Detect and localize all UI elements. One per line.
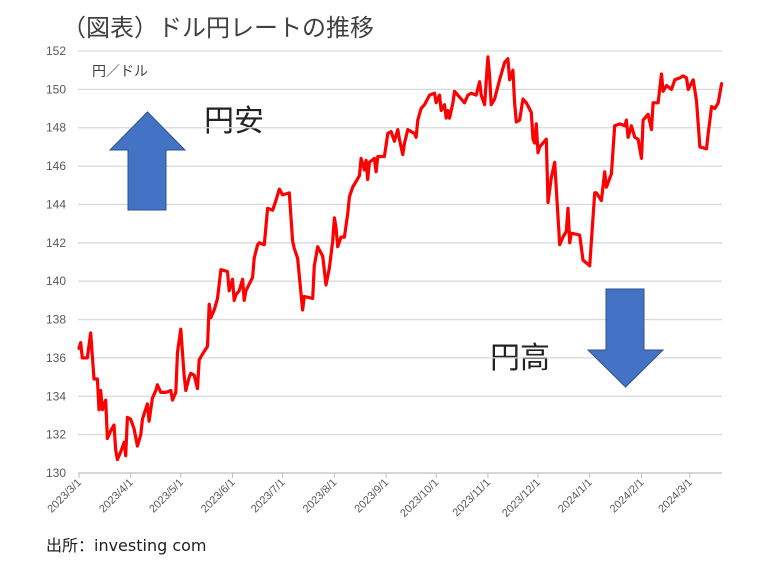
y-tick-label: 152 bbox=[46, 44, 66, 58]
y-tick-label: 144 bbox=[46, 197, 66, 211]
y-tick-label: 142 bbox=[46, 236, 66, 250]
usd-jpy-line bbox=[77, 55, 724, 462]
y-tick-label: 132 bbox=[46, 428, 66, 442]
x-tick-label: 2023/10/1 bbox=[398, 477, 441, 520]
x-tick-label: 2023/11/1 bbox=[451, 477, 494, 520]
y-tick-label: 138 bbox=[46, 313, 66, 327]
x-tick-label: 2023/8/1 bbox=[301, 477, 340, 516]
chart-title: （図表）ドル円レートの推移 bbox=[62, 14, 374, 42]
x-tick-label: 2023/3/1 bbox=[45, 477, 84, 516]
x-tick-label: 2023/4/1 bbox=[97, 477, 136, 516]
x-tick-label: 2023/5/1 bbox=[147, 477, 186, 516]
y-tick-label: 134 bbox=[46, 389, 66, 403]
x-tick-label: 2024/3/1 bbox=[656, 477, 695, 516]
y-tick-label: 148 bbox=[46, 121, 66, 135]
y-axis-unit-label: 円／ドル bbox=[92, 64, 148, 80]
y-tick-label: 130 bbox=[46, 466, 66, 480]
x-tick-label: 2023/6/1 bbox=[199, 477, 238, 516]
x-tick-label: 2023/7/1 bbox=[249, 477, 288, 516]
y-tick-label: 136 bbox=[46, 351, 66, 365]
yen-weak-label: 円安 bbox=[204, 104, 264, 139]
y-tick-label: 146 bbox=[46, 159, 66, 173]
down-arrow-icon bbox=[586, 288, 665, 388]
source-note: 出所：investing com bbox=[46, 536, 207, 555]
up-arrow-icon bbox=[108, 111, 187, 211]
x-tick-label: 2024/1/1 bbox=[556, 477, 595, 516]
x-tick-label: 2023/9/1 bbox=[352, 477, 391, 516]
y-tick-label: 140 bbox=[46, 274, 66, 288]
x-tick-label: 2024/2/1 bbox=[608, 477, 647, 516]
y-tick-label: 150 bbox=[46, 82, 66, 96]
x-tick-label: 2023/12/1 bbox=[500, 477, 543, 520]
